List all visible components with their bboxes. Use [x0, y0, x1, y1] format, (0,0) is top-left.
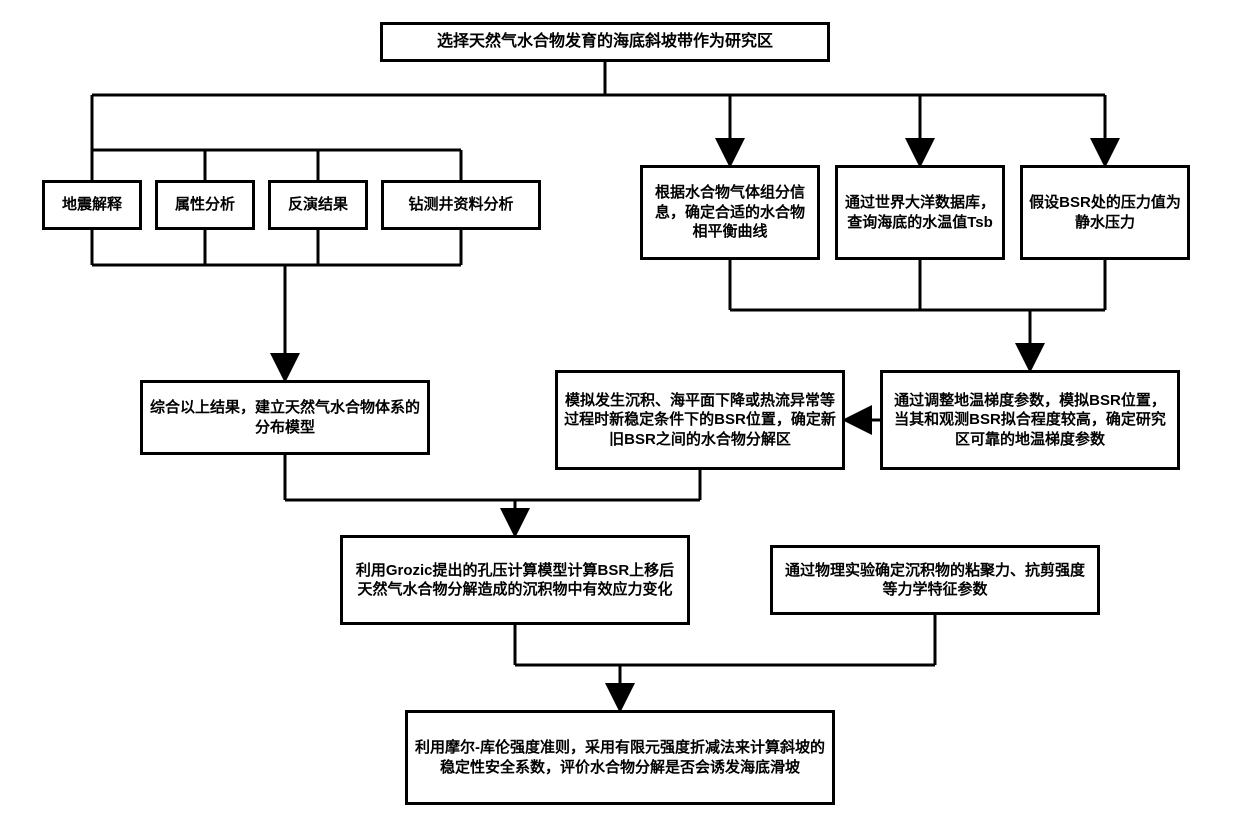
- box-grozic-model: 利用Grozic提出的孔压计算模型计算BSR上移后天然气水合物分解造成的沉积物中…: [340, 535, 690, 625]
- box-attribute: 属性分析: [155, 180, 255, 230]
- box-drilling: 钻测井资料分析: [381, 180, 541, 230]
- box-inversion: 反演结果: [268, 180, 368, 230]
- box-top: 选择天然气水合物发育的海底斜坡带作为研究区: [380, 22, 830, 62]
- box-bsr-pressure: 假设BSR处的压力值为静水压力: [1020, 165, 1190, 260]
- box-geothermal-gradient: 通过调整地温梯度参数，模拟BSR位置，当其和观测BSR拟合程度较高，确定研究区可…: [880, 370, 1180, 470]
- box-final-evaluation: 利用摩尔-库伦强度准则，采用有限元强度折减法来计算斜坡的稳定性安全系数，评价水合…: [405, 710, 835, 805]
- box-phase-equilibrium: 根据水合物气体组分信息，确定合适的水合物相平衡曲线: [640, 165, 820, 260]
- box-simulate-bsr: 模拟发生沉积、海平面下降或热流异常等过程时新稳定条件下的BSR位置，确定新旧BS…: [555, 370, 845, 470]
- box-physical-experiment: 通过物理实验确定沉积物的粘聚力、抗剪强度等力学特征参数: [770, 545, 1100, 615]
- box-ocean-db: 通过世界大洋数据库，查询海底的水温值Tsb: [835, 165, 1005, 260]
- box-distribution-model: 综合以上结果，建立天然气水合物体系的分布模型: [140, 380, 430, 455]
- box-seismic: 地震解释: [42, 180, 142, 230]
